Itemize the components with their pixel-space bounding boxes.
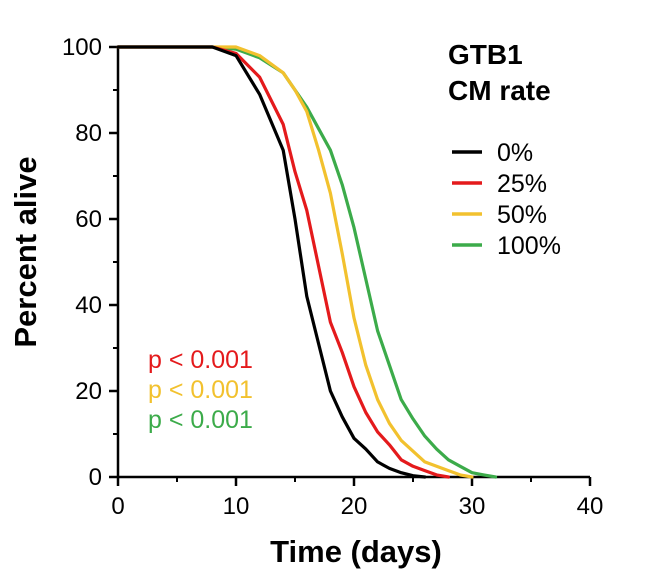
y-tick-label: 80 [75, 120, 102, 147]
legend-title-line-2: CM rate [448, 75, 551, 106]
p-value-label: p < 0.001 [148, 376, 253, 404]
y-tick-label: 40 [75, 292, 102, 319]
series-line-0pct [116, 45, 427, 479]
series-layer [116, 45, 498, 479]
y-tick-label: 0 [89, 464, 102, 491]
y-tick-label: 20 [75, 378, 102, 405]
p-value-label: p < 0.001 [148, 346, 253, 374]
legend-label: 25% [497, 170, 547, 198]
legend-label: 50% [497, 201, 547, 229]
x-tick-label: 40 [577, 493, 604, 520]
legend-title-line-1: GTB1 [448, 39, 523, 70]
x-tick-label: 0 [111, 493, 124, 520]
x-tick-label: 10 [223, 493, 250, 520]
series-line-25pct [116, 45, 450, 479]
x-tick-label: 20 [341, 493, 368, 520]
p-value-label: p < 0.001 [148, 406, 253, 434]
x-tick-label: 30 [459, 493, 486, 520]
legend: 0% 25% 50% 100% [452, 139, 561, 260]
x-axis-title: Time (days) [270, 534, 442, 569]
axes: 0 20 40 60 80 100 0 10 20 30 40 [62, 34, 603, 520]
y-tick-label: 60 [75, 206, 102, 233]
legend-label: 100% [497, 232, 561, 260]
legend-label: 0% [497, 139, 533, 167]
series-line-50pct [116, 45, 474, 479]
y-axis-title: Percent alive [8, 156, 43, 347]
y-tick-label: 100 [62, 34, 102, 61]
